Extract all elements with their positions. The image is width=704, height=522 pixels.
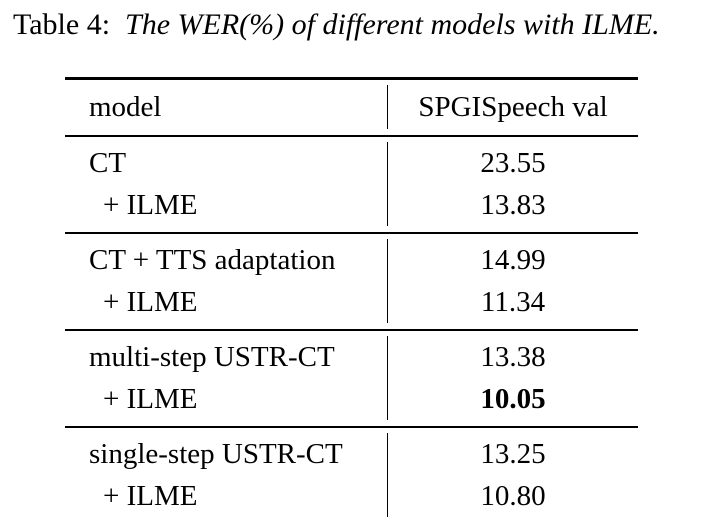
wer-value-cell-best: 10.05: [480, 382, 546, 415]
table-caption: Table 4: The WER(%) of different models …: [13, 8, 660, 42]
wer-value-cell: 13.83: [480, 188, 546, 221]
model-cell: single-step USTR-CT: [65, 433, 388, 475]
table-group-single-step: single-step USTR-CT 13.25 + ILME 10.80: [65, 426, 638, 522]
table-row: CT 23.55: [65, 142, 638, 184]
model-cell: multi-step USTR-CT: [65, 336, 388, 378]
table-row: single-step USTR-CT 13.25: [65, 433, 638, 475]
table-row: + ILME 13.83: [65, 184, 638, 226]
wer-value-cell: 23.55: [480, 146, 546, 179]
model-cell: + ILME: [65, 184, 388, 226]
wer-value-cell: 14.99: [480, 243, 546, 276]
table-caption-label: Table 4:: [13, 8, 111, 41]
table-group-ct-tts: CT + TTS adaptation 14.99 + ILME 11.34: [65, 232, 638, 329]
wer-value-cell: 13.38: [480, 340, 546, 373]
model-cell: CT + TTS adaptation: [65, 239, 388, 281]
header-cell-value: SPGISpeech val: [418, 90, 608, 123]
wer-value-cell: 13.25: [480, 437, 546, 470]
table-row: multi-step USTR-CT 13.38: [65, 336, 638, 378]
wer-value-cell: 11.34: [480, 285, 546, 318]
model-cell: + ILME: [65, 475, 388, 517]
wer-value-cell: 10.80: [480, 479, 546, 512]
wer-table: model SPGISpeech val CT 23.55 + ILME 13.…: [65, 77, 638, 522]
table-caption-text: The WER(%) of different models with ILME…: [125, 8, 660, 41]
table-row: + ILME 11.34: [65, 281, 638, 323]
table-row: CT + TTS adaptation 14.99: [65, 239, 638, 281]
model-cell: CT: [65, 142, 388, 184]
table-group-multi-step: multi-step USTR-CT 13.38 + ILME 10.05: [65, 329, 638, 426]
model-cell: + ILME: [65, 378, 388, 420]
header-cell-model: model: [65, 85, 388, 129]
table-row: + ILME 10.05: [65, 378, 638, 420]
table-header: model SPGISpeech val: [65, 80, 638, 135]
table-group-ct: CT 23.55 + ILME 13.83: [65, 135, 638, 232]
model-cell: + ILME: [65, 281, 388, 323]
header-row: model SPGISpeech val: [65, 85, 638, 129]
table-row: + ILME 10.80: [65, 475, 638, 517]
